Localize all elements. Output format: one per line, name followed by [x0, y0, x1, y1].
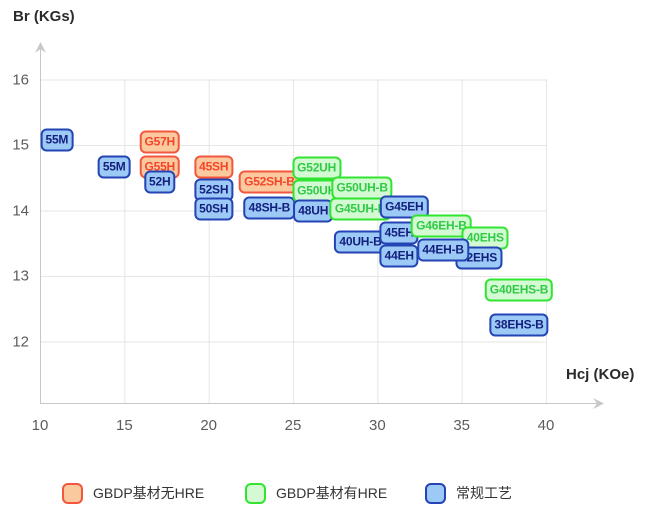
y-tick-label: 13: [12, 267, 29, 285]
grade-box-g45uh-b[interactable]: G45UH-B: [329, 197, 392, 221]
x-tick-label: 40: [537, 417, 555, 434]
grade-box-38ehs-b[interactable]: 38EHS-B: [489, 313, 549, 337]
y-tick-label: 16: [12, 71, 29, 88]
grade-box-g50uh-b[interactable]: G50UH-B: [331, 176, 393, 200]
x-axis-title: Hcj (KOe): [566, 366, 635, 383]
grade-box-45eh[interactable]: 45EH: [379, 221, 419, 245]
grade-box-g46eh-b[interactable]: G46EH-B: [411, 214, 472, 238]
legend-label: GBDP基材无HRE: [93, 485, 205, 501]
grade-box-48sh-b[interactable]: 48SH-B: [243, 196, 296, 220]
legend-item-gbdp_hre[interactable]: GBDP基材有HRE: [245, 480, 387, 506]
x-tick-label: 10: [31, 417, 49, 434]
grade-box-44eh[interactable]: 44EH: [379, 244, 419, 268]
grade-box-48uh[interactable]: 48UH: [293, 199, 334, 223]
grade-box-55m[interactable]: 55M: [40, 128, 74, 152]
x-tick-label: 15: [115, 417, 133, 434]
legend-swatch-icon: [425, 482, 446, 504]
grade-box-g52uh[interactable]: G52UH: [292, 156, 342, 180]
grade-box-g45eh[interactable]: G45EH: [380, 195, 429, 219]
grade-box-g52sh-b[interactable]: G52SH-B: [239, 170, 300, 194]
legend-swatch-icon: [62, 482, 83, 504]
grade-box-g57h[interactable]: G57H: [139, 130, 181, 154]
grade-box-52sh[interactable]: 52SH: [194, 178, 234, 202]
grade-box-44eh-b[interactable]: 44EH-B: [417, 238, 469, 262]
legend-label: 常规工艺: [456, 485, 512, 501]
axis-arrow-icon: [593, 398, 604, 409]
grade-box-45sh[interactable]: 45SH: [194, 155, 234, 179]
x-tick-label: 25: [284, 417, 302, 434]
legend-item-gbdp_no_hre[interactable]: GBDP基材无HRE: [62, 480, 204, 506]
y-tick-label: 12: [12, 333, 29, 350]
chart-legend: GBDP基材无HRE GBDP基材有HRE 常规工艺: [0, 480, 645, 508]
x-tick-label: 35: [453, 417, 471, 434]
legend-swatch-icon: [245, 482, 266, 504]
legend-item-conventional[interactable]: 常规工艺: [425, 480, 512, 506]
axis-layer: [35, 42, 604, 409]
grade-box-55m[interactable]: 55M: [97, 155, 131, 179]
grade-box-50sh[interactable]: 50SH: [194, 197, 234, 221]
x-tick-label: 20: [200, 417, 217, 434]
grade-box-g40ehs-b[interactable]: G40EHS-B: [484, 278, 554, 302]
grade-box-52h[interactable]: 52H: [144, 170, 176, 194]
x-tick-label: 30: [368, 417, 386, 434]
legend-label: GBDP基材有HRE: [276, 485, 388, 501]
y-tick-label: 15: [12, 136, 29, 154]
y-axis-title: Br (KGs): [13, 8, 75, 25]
axis-arrow-icon: [35, 42, 46, 53]
y-tick-label: 14: [12, 202, 29, 219]
